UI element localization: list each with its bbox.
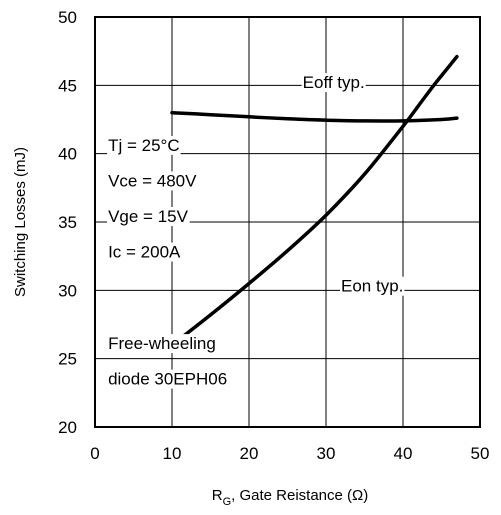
x-tick-0: 0 (90, 444, 99, 463)
series-curves (170, 54, 459, 347)
y-tick-35: 35 (58, 213, 77, 232)
annotation-1-bg (107, 171, 199, 191)
annotation-2-bg (107, 207, 190, 226)
x-axis-title-sub: G (223, 496, 232, 508)
annotation-5: diode 30EPH06 (108, 370, 227, 389)
x-axis-title-main: R (212, 487, 223, 504)
x-axis-title: RG, Gate Reistance (Ω) (212, 487, 369, 508)
annotation-0: Tj = 25°C (108, 136, 180, 155)
y-tick-30: 30 (58, 281, 77, 300)
y-tick-20: 20 (58, 418, 77, 437)
x-tick-40: 40 (394, 444, 413, 463)
series-labels: Eoff typ. Eon typ. (301, 73, 405, 296)
series-line-0 (170, 110, 459, 123)
x-tick-10: 10 (163, 444, 182, 463)
y-tick-45: 45 (58, 76, 77, 95)
annotation-5-bg (107, 369, 229, 389)
annotations: Tj = 25°C Vce = 480V Vge = 15V Ic = 200A Fre… (107, 135, 229, 389)
annotation-2: Vge = 15V (108, 207, 189, 226)
annotation-4-bg (107, 334, 217, 354)
annotation-4: Free-wheeling (108, 334, 216, 353)
annotation-1: Vce = 480V (108, 171, 197, 190)
y-tick-50: 50 (58, 8, 77, 27)
x-tick-30: 30 (317, 444, 336, 463)
y-tick-labels: 20 25 30 35 40 45 50 (58, 8, 77, 437)
series-label-0-bg (301, 73, 366, 93)
x-tick-labels: 0 10 20 30 40 50 (90, 444, 489, 463)
series-label-1: Eon typ. (341, 277, 403, 296)
annotation-3: Ic = 200A (108, 243, 181, 262)
series-line-1 (170, 54, 459, 347)
x-tick-50: 50 (471, 444, 490, 463)
series-label-0: Eoff typ. (303, 73, 365, 92)
annotation-3-bg (107, 242, 183, 262)
annotation-0-bg (107, 135, 181, 155)
x-tick-20: 20 (240, 444, 259, 463)
plot-frame (94, 16, 481, 428)
series-label-1-bg (340, 276, 405, 296)
y-tick-40: 40 (58, 145, 77, 164)
y-tick-25: 25 (58, 350, 77, 369)
x-axis-title-rest: , Gate Reistance (Ω) (231, 487, 368, 504)
y-axis-title: Switching Losses (mJ) (12, 147, 29, 297)
